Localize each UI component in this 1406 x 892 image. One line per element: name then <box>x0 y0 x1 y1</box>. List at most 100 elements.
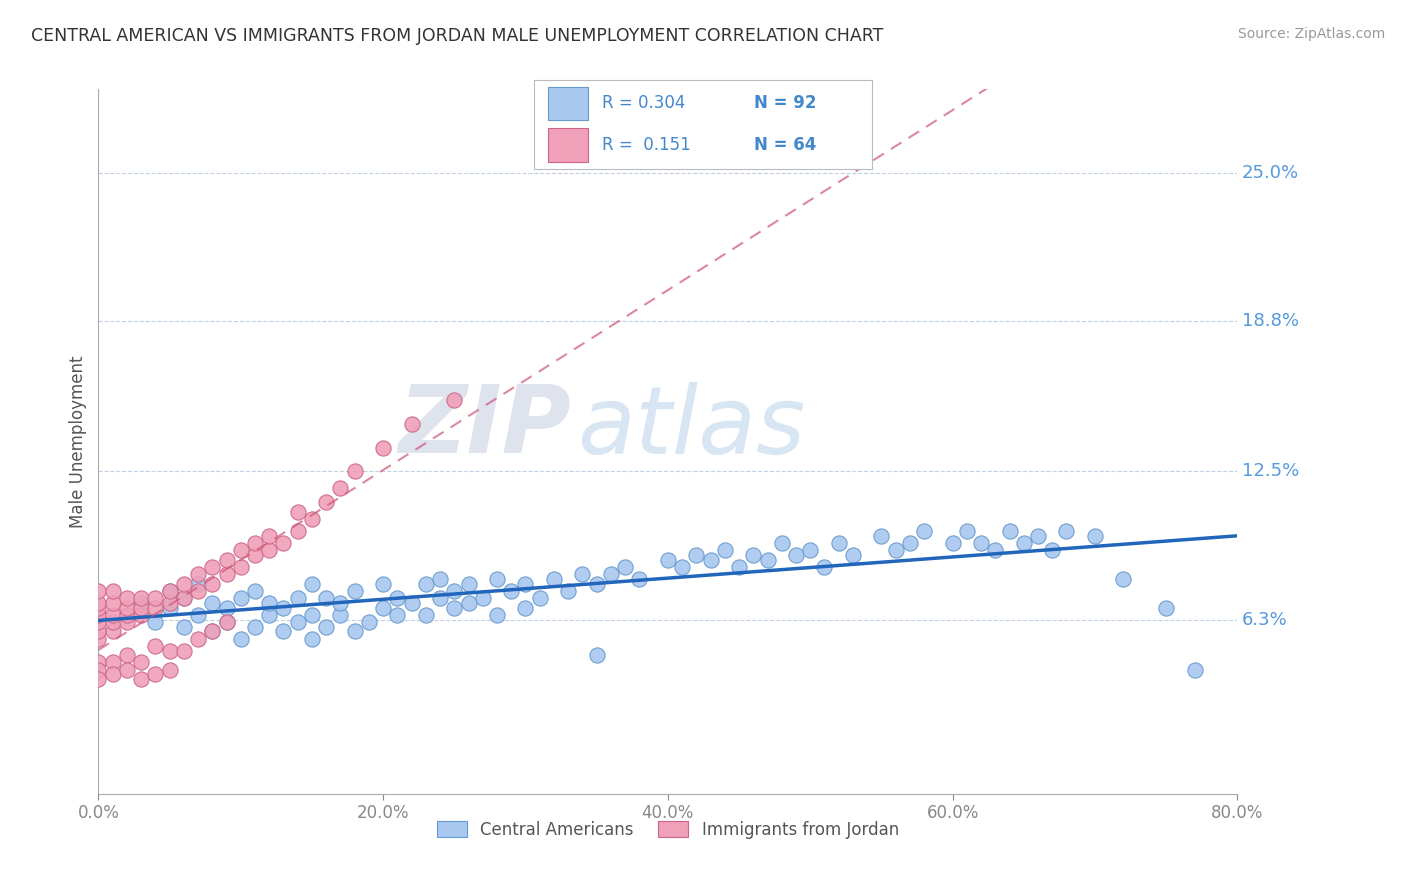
Point <box>201 624 224 639</box>
Point <box>87 656 110 670</box>
Point <box>215 600 238 615</box>
Text: Source: ZipAtlas.com: Source: ZipAtlas.com <box>1237 27 1385 41</box>
Point <box>415 607 437 622</box>
Point <box>145 600 167 615</box>
Point <box>315 620 337 634</box>
Point <box>287 524 309 538</box>
Point <box>201 576 224 591</box>
Point <box>998 524 1021 538</box>
Point <box>215 615 238 629</box>
Point <box>357 615 380 629</box>
Point <box>173 643 195 657</box>
Point <box>870 529 893 543</box>
Point <box>443 600 465 615</box>
Point <box>557 583 579 598</box>
Point <box>315 591 337 605</box>
Point <box>429 591 451 605</box>
Point <box>229 591 252 605</box>
Point <box>501 583 523 598</box>
Point <box>799 543 821 558</box>
Point <box>101 615 124 629</box>
Point <box>159 583 181 598</box>
Point <box>585 576 607 591</box>
Point <box>201 560 224 574</box>
Point <box>145 667 167 681</box>
Point <box>159 596 181 610</box>
Point <box>984 543 1007 558</box>
Point <box>742 548 765 562</box>
Bar <box>548 128 588 162</box>
Point <box>770 536 793 550</box>
Point <box>301 576 323 591</box>
Point <box>287 615 309 629</box>
Point <box>187 567 209 582</box>
Point <box>259 596 281 610</box>
Point <box>657 553 679 567</box>
Point <box>429 572 451 586</box>
Point <box>159 600 181 615</box>
Point <box>259 529 281 543</box>
Point <box>1012 536 1035 550</box>
Text: 6.3%: 6.3% <box>1241 610 1288 629</box>
Point <box>115 600 138 615</box>
Point <box>543 572 565 586</box>
Point <box>842 548 865 562</box>
Point <box>159 643 181 657</box>
Point <box>756 553 779 567</box>
Point <box>115 607 138 622</box>
Point <box>387 591 409 605</box>
Point <box>229 543 252 558</box>
Text: 18.8%: 18.8% <box>1241 312 1299 330</box>
Point <box>129 607 152 622</box>
Point <box>201 596 224 610</box>
Point <box>87 672 110 686</box>
Point <box>373 600 395 615</box>
Point <box>714 543 737 558</box>
Point <box>287 591 309 605</box>
Point <box>87 615 110 629</box>
Point <box>1056 524 1078 538</box>
Point <box>273 600 295 615</box>
Point <box>343 583 366 598</box>
Point <box>401 417 423 431</box>
Point <box>471 591 494 605</box>
Text: N = 92: N = 92 <box>754 95 815 112</box>
Point <box>273 536 295 550</box>
Point <box>301 512 323 526</box>
Point <box>301 607 323 622</box>
Point <box>173 591 195 605</box>
Point <box>699 553 721 567</box>
Point <box>486 572 509 586</box>
Point <box>187 583 209 598</box>
Point <box>87 663 110 677</box>
Point <box>243 548 266 562</box>
Point <box>259 607 281 622</box>
Point <box>401 596 423 610</box>
Text: R = 0.304: R = 0.304 <box>602 95 685 112</box>
Point <box>457 596 479 610</box>
Point <box>215 615 238 629</box>
Point <box>671 560 693 574</box>
Point <box>287 505 309 519</box>
Legend: Central Americans, Immigrants from Jordan: Central Americans, Immigrants from Jorda… <box>430 814 905 846</box>
Point <box>628 572 651 586</box>
Bar <box>548 87 588 120</box>
Point <box>343 624 366 639</box>
Y-axis label: Male Unemployment: Male Unemployment <box>69 355 87 528</box>
Point <box>898 536 921 550</box>
Point <box>1154 600 1177 615</box>
Point <box>159 663 181 677</box>
Point <box>443 392 465 407</box>
Text: R =  0.151: R = 0.151 <box>602 136 690 154</box>
Point <box>115 648 138 663</box>
Point <box>486 607 509 622</box>
Point <box>243 536 266 550</box>
Point <box>614 560 637 574</box>
Point <box>373 441 395 455</box>
Point <box>329 481 352 495</box>
Point <box>585 648 607 663</box>
Point <box>373 576 395 591</box>
Point <box>387 607 409 622</box>
Point <box>173 591 195 605</box>
Point <box>215 567 238 582</box>
